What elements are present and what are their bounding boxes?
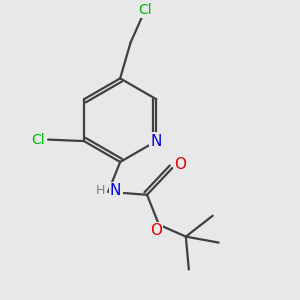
Text: H: H [96,184,105,197]
Text: O: O [174,158,186,172]
Text: O: O [150,223,162,238]
Text: N: N [151,134,162,148]
Text: Cl: Cl [31,133,44,147]
Text: Cl: Cl [139,3,152,17]
Text: N: N [110,183,122,198]
